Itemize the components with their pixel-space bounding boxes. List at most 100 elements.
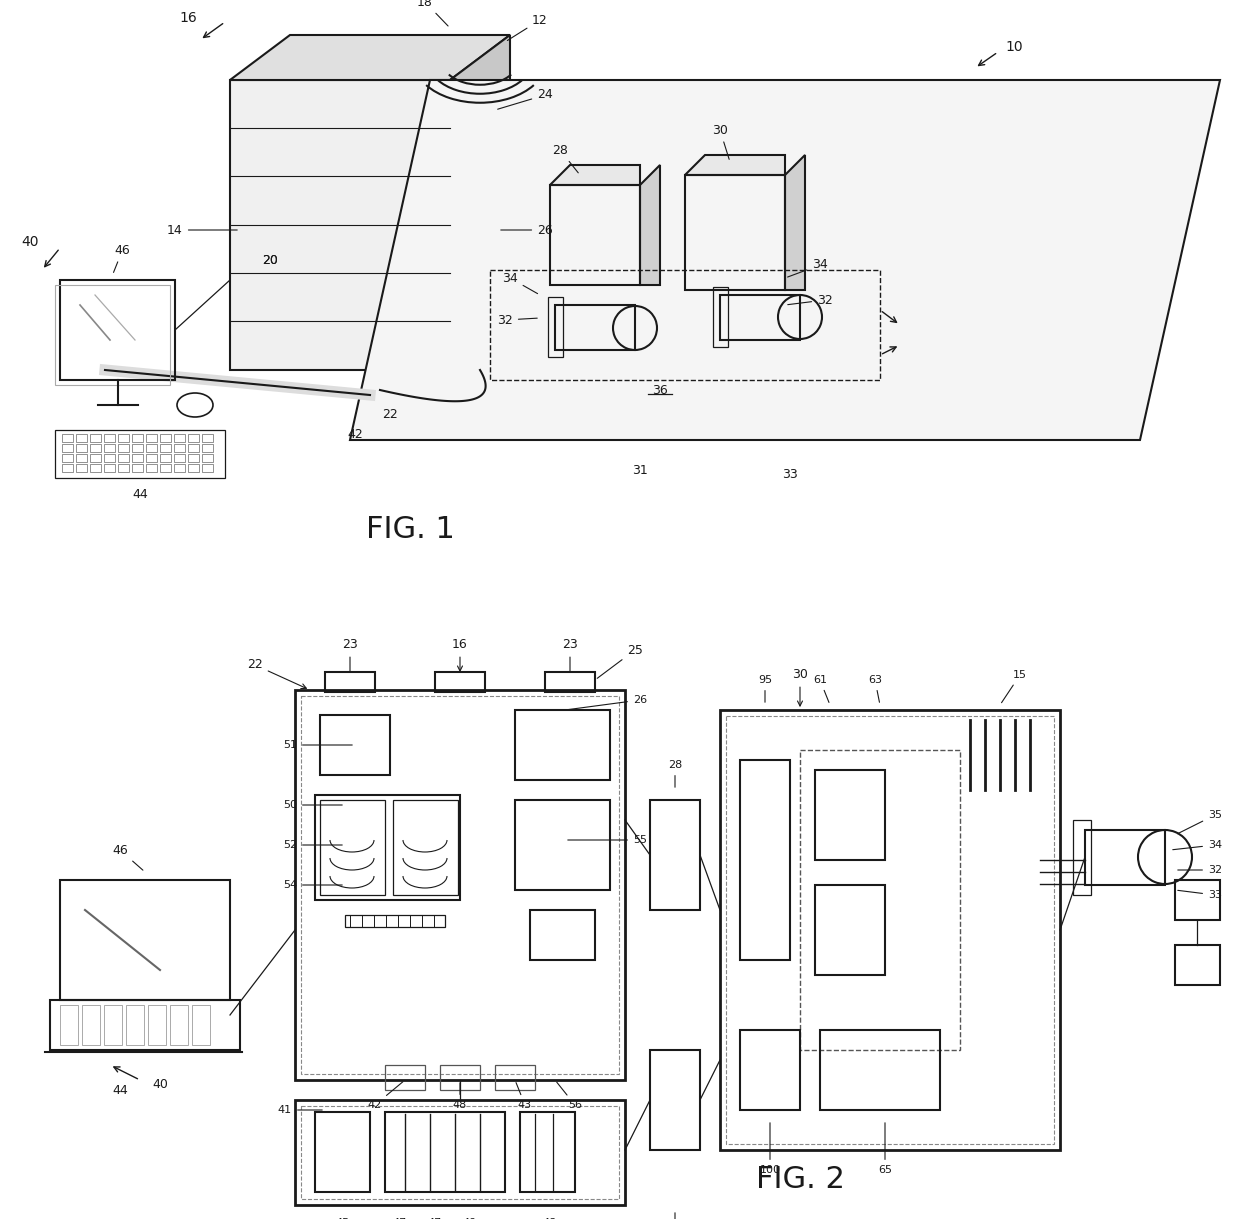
Bar [62, 464, 73, 472]
Text: 16: 16 [453, 639, 467, 670]
Text: 44: 44 [112, 1084, 128, 1097]
Bar [1176, 880, 1220, 920]
Text: 32: 32 [1178, 865, 1223, 875]
Polygon shape [551, 165, 640, 185]
Bar [160, 444, 171, 452]
Text: 20: 20 [262, 254, 278, 267]
Text: 16: 16 [179, 11, 197, 26]
Text: 33: 33 [782, 468, 797, 482]
Text: 23: 23 [342, 639, 358, 672]
Bar [131, 464, 143, 472]
Text: 56: 56 [557, 1082, 582, 1111]
Bar [495, 1065, 534, 1090]
Text: 30: 30 [792, 668, 808, 706]
Text: 36: 36 [652, 384, 668, 396]
Bar [104, 453, 115, 462]
Bar [1085, 830, 1166, 885]
Text: 48: 48 [453, 1082, 467, 1111]
Bar [160, 434, 171, 442]
Bar [76, 434, 87, 442]
Bar [91, 444, 100, 452]
Text: 42: 42 [347, 429, 363, 441]
Bar [76, 464, 87, 472]
Text: 33: 33 [1178, 890, 1221, 900]
Bar [740, 759, 790, 961]
Bar [76, 444, 87, 452]
Bar [104, 444, 115, 452]
Text: 22: 22 [247, 658, 306, 689]
Bar [131, 434, 143, 442]
Bar [800, 750, 960, 1050]
Bar [160, 464, 171, 472]
Bar [118, 464, 129, 472]
Bar [202, 444, 213, 452]
Bar [556, 305, 635, 350]
Bar [91, 464, 100, 472]
Bar [713, 286, 728, 347]
Bar [515, 709, 610, 780]
Bar [295, 1100, 625, 1206]
Polygon shape [229, 35, 510, 80]
Text: FIG. 1: FIG. 1 [366, 516, 454, 545]
Text: 63: 63 [868, 675, 882, 702]
Bar [384, 1065, 425, 1090]
Bar [50, 1000, 241, 1050]
Bar [146, 464, 157, 472]
Text: 15: 15 [1002, 670, 1027, 702]
Bar [384, 1112, 505, 1192]
Text: 30: 30 [712, 123, 729, 160]
Bar [104, 1004, 122, 1045]
Text: 35: 35 [1178, 809, 1221, 834]
Bar [315, 795, 460, 900]
Text: 32: 32 [497, 313, 537, 327]
Bar [131, 453, 143, 462]
Bar [126, 1004, 144, 1045]
Polygon shape [350, 80, 1220, 440]
Bar [192, 1004, 210, 1045]
Bar [170, 1004, 188, 1045]
Bar [148, 1004, 166, 1045]
Bar [815, 770, 885, 859]
Polygon shape [640, 165, 660, 285]
Bar [546, 672, 595, 692]
Bar [815, 885, 885, 975]
Text: 32: 32 [787, 294, 833, 306]
Bar [325, 672, 374, 692]
Bar [1073, 820, 1091, 895]
Bar [131, 444, 143, 452]
Bar [118, 434, 129, 442]
Text: 28: 28 [668, 759, 682, 787]
Bar [551, 185, 640, 285]
Bar [60, 880, 229, 1000]
Text: 54: 54 [283, 880, 342, 890]
Text: 61: 61 [813, 675, 830, 702]
Bar [188, 434, 198, 442]
Polygon shape [229, 80, 450, 371]
Bar [320, 716, 391, 775]
Bar [440, 1065, 480, 1090]
Bar [62, 444, 73, 452]
Bar [60, 280, 175, 380]
Bar [650, 800, 701, 911]
Bar [725, 716, 1054, 1143]
Bar [301, 1106, 619, 1199]
Text: 34: 34 [1173, 840, 1223, 850]
Text: 20: 20 [262, 254, 278, 267]
Bar [174, 453, 185, 462]
Bar [174, 444, 185, 452]
Bar [301, 696, 619, 1074]
Bar [118, 444, 129, 452]
Bar [62, 434, 73, 442]
Text: 42: 42 [368, 1081, 403, 1111]
Text: FIG. 2: FIG. 2 [755, 1165, 844, 1195]
Bar [118, 453, 129, 462]
Bar [320, 800, 384, 895]
Polygon shape [684, 155, 785, 176]
Text: 50: 50 [283, 800, 342, 809]
Bar [188, 464, 198, 472]
Polygon shape [450, 35, 510, 371]
Text: 26: 26 [568, 695, 647, 709]
Bar [820, 1030, 940, 1111]
Text: 28: 28 [668, 1213, 682, 1219]
Text: 22: 22 [382, 408, 398, 422]
